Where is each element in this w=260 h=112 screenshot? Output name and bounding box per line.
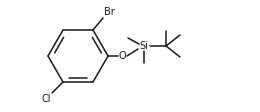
Text: Br: Br (104, 7, 115, 17)
Text: O: O (118, 51, 126, 61)
Text: Cl: Cl (42, 94, 51, 104)
Text: Si: Si (140, 41, 148, 51)
